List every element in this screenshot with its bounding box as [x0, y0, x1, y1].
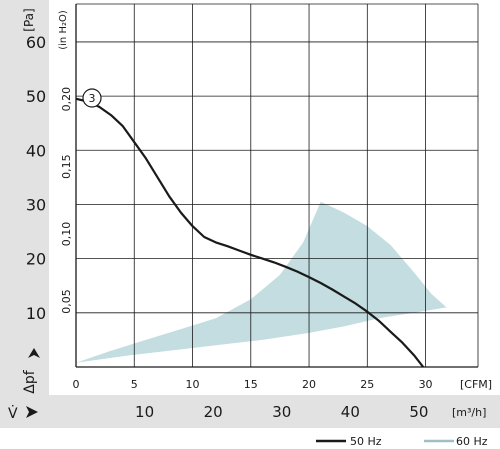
pa-unit-label: [Pa]	[22, 8, 36, 31]
cfm-tick-label: 5	[131, 378, 138, 391]
pa-tick-label: 60	[26, 33, 46, 52]
cfm-tick-label: 10	[186, 378, 200, 391]
cfm-tick-label: 25	[360, 378, 374, 391]
m3h-tick-label: 40	[341, 403, 360, 421]
pa-tick-label: 10	[26, 304, 46, 323]
cfm-tick-label: 20	[302, 378, 316, 391]
m3h-axis-band	[0, 395, 500, 428]
series-50hz-line	[75, 97, 425, 368]
pa-axis-band	[0, 0, 49, 395]
flow-symbol-label: V̇	[8, 405, 18, 422]
pressure-symbol-label: Δpf	[22, 369, 38, 393]
m3h-tick-label: 30	[272, 403, 291, 421]
cfm-tick-label: 15	[244, 378, 258, 391]
curve-marker-label: 3	[89, 92, 96, 105]
pa-tick-label: 30	[26, 195, 46, 214]
pa-tick-label: 20	[26, 250, 46, 269]
inh2o-tick-label: 0,15	[60, 154, 73, 179]
pa-tick-label: 50	[26, 87, 46, 106]
curve-marker-circle	[82, 88, 102, 108]
m3h-tick-label: 20	[204, 403, 223, 421]
cfm-unit-label: [CFM]	[460, 378, 492, 391]
m3h-unit-label: [m³/h]	[452, 406, 486, 419]
inh2o-unit-label: (in H₂O)	[58, 10, 69, 50]
inh2o-tick-label: 0,20	[60, 87, 73, 112]
cfm-tick-label: 30	[419, 378, 433, 391]
legend-60hz-label: 60 Hz	[456, 435, 488, 448]
m3h-tick-label: 50	[409, 403, 428, 421]
inh2o-tick-label: 0,10	[60, 222, 73, 247]
pa-tick-label: 40	[26, 141, 46, 160]
pressure-arrow-icon	[28, 348, 40, 358]
m3h-tick-label: 10	[135, 403, 154, 421]
inh2o-tick-label: 0,05	[60, 289, 73, 314]
cfm-tick-label: 0	[73, 378, 80, 391]
flow-arrow-icon	[26, 406, 38, 418]
legend-50hz-label: 50 Hz	[350, 435, 382, 448]
region-60hz	[76, 201, 447, 363]
